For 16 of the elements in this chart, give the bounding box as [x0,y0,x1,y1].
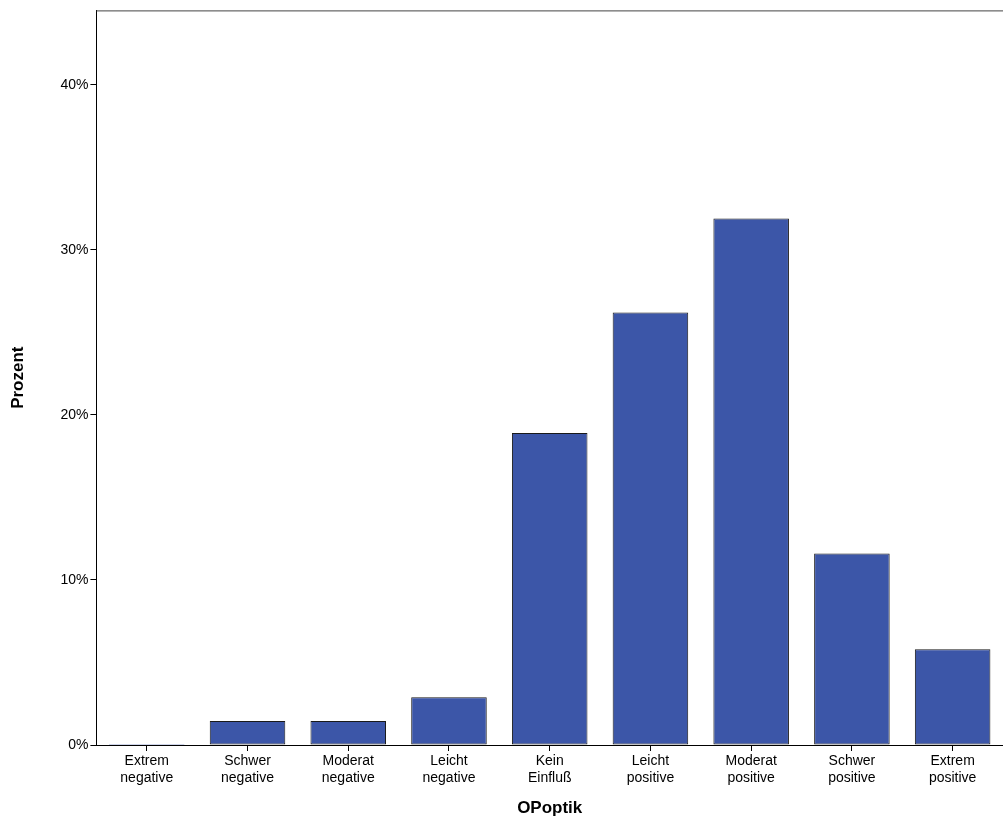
x-tick-label: Leicht negative [422,752,476,786]
y-tick-label: 30% [60,240,89,257]
y-tick-label: 20% [60,405,89,422]
y-axis-title: Prozent [7,346,27,409]
x-tick-label: Moderat positive [725,752,777,786]
y-tick-label: 10% [60,570,89,587]
x-tick-label: Schwer negative [221,752,275,786]
x-tick-label: Moderat negative [321,752,375,786]
x-axis-title: OPoptik [517,798,583,818]
x-tick-label: Extrem negative [120,752,174,786]
x-tick-label: Kein Einfluß [527,752,572,786]
y-tick-label: 40% [60,75,89,92]
y-tick-label: 0% [68,735,89,752]
x-tick-label: Extrem positive [928,752,977,786]
x-tick-label: Schwer positive [828,752,876,786]
x-tick-label: Leicht positive [626,752,675,786]
